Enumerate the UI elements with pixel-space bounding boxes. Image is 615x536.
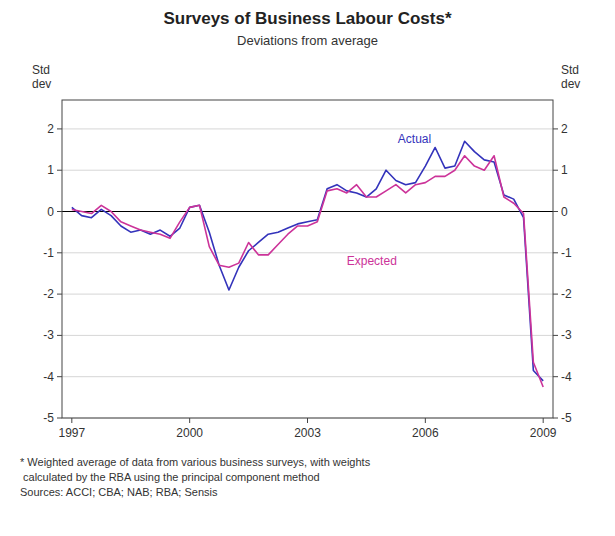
y-tick [57, 128, 62, 129]
y-tick-label: -4 [43, 370, 54, 384]
y-tick [57, 376, 62, 377]
y2-tick [553, 335, 558, 336]
y-tick-label: 2 [47, 122, 54, 136]
y2-tick-label: -5 [561, 411, 572, 425]
text-line: calculated by the RBA using the principa… [20, 471, 320, 483]
x-tick [189, 418, 190, 423]
y-tick-label: -1 [43, 246, 54, 260]
grid [62, 129, 553, 418]
y-tick-label: -5 [43, 411, 54, 425]
plot-frame [62, 100, 553, 418]
y-tick-label: -3 [43, 328, 54, 342]
y2-tick-label: -2 [561, 287, 572, 301]
subtitle: Deviations from average [237, 33, 378, 48]
x-tick [543, 418, 544, 423]
grid-line [62, 211, 553, 212]
grid-line [62, 170, 553, 171]
grid-line [62, 335, 553, 336]
annotation: Expected [347, 254, 397, 268]
y-tick [57, 418, 62, 419]
y2-tick [553, 294, 558, 295]
y-axis-label: Stddev [32, 63, 51, 91]
grid-line [62, 294, 553, 295]
y2-tick-label: 2 [561, 122, 568, 136]
grid-line [62, 376, 553, 377]
chart: Surveys of Business Labour Costs* Deviati… [0, 0, 615, 536]
y2-tick-label: 1 [561, 163, 568, 177]
y2-tick [553, 170, 558, 171]
y2-tick-label: -3 [561, 328, 572, 342]
y2-tick-label: -1 [561, 246, 572, 260]
y2-tick [553, 211, 558, 212]
y2-axis-label: Stddev [561, 63, 580, 91]
y2-tick-label: -4 [561, 370, 572, 384]
y2-tick [553, 128, 558, 129]
x-tick-label: 2006 [412, 426, 439, 440]
title: Surveys of Business Labour Costs* [163, 9, 452, 28]
y-tick [57, 211, 62, 212]
text-line: Std [32, 63, 50, 77]
annotation: Actual [398, 132, 431, 146]
y-tick [57, 170, 62, 171]
x-tick-label: 2000 [176, 426, 203, 440]
series-line [72, 141, 543, 381]
y-tick [57, 252, 62, 253]
text-line: Sources: ACCI; CBA; NAB; RBA; Sensis [20, 486, 218, 498]
y2-tick [553, 376, 558, 377]
y-tick-label: 1 [47, 163, 54, 177]
y2-tick [553, 252, 558, 253]
grid-line [62, 252, 553, 253]
series-line [72, 156, 543, 387]
footnote: * Weighted average of data from various … [20, 456, 371, 498]
y-tick [57, 335, 62, 336]
text-line: * Weighted average of data from various … [20, 456, 371, 468]
x-tick [71, 418, 72, 423]
y-tick-label: -2 [43, 287, 54, 301]
text-line: Std [561, 63, 579, 77]
text-line: dev [32, 77, 51, 91]
y2-tick-label: 0 [561, 205, 568, 219]
y2-tick [553, 418, 558, 419]
text-line: dev [561, 77, 580, 91]
y-tick-label: 0 [47, 205, 54, 219]
x-tick [425, 418, 426, 423]
x-tick-label: 1997 [58, 426, 85, 440]
x-tick [307, 418, 308, 423]
y-tick [57, 294, 62, 295]
zero-line [62, 211, 553, 212]
grid-line [62, 128, 553, 129]
series-lines [62, 141, 553, 387]
x-tick-label: 2003 [294, 426, 321, 440]
x-tick-label: 2009 [530, 426, 557, 440]
